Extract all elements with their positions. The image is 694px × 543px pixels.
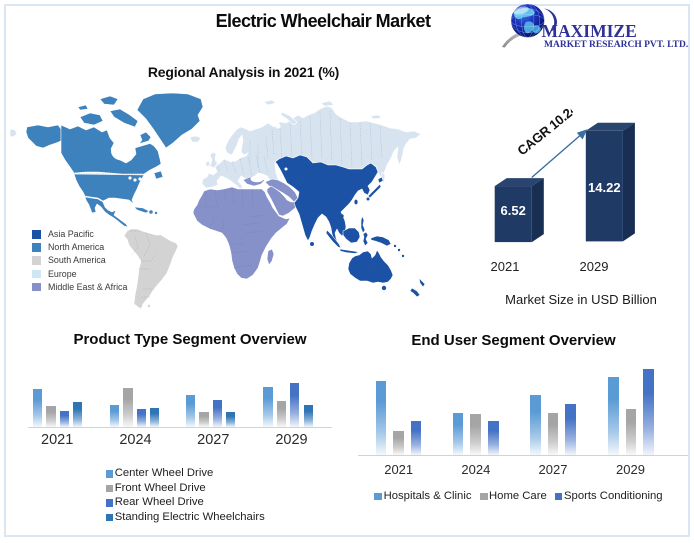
svg-text:CAGR 10.24%: CAGR 10.24%	[514, 94, 589, 159]
svg-text:MARKET RESEARCH PVT. LTD.: MARKET RESEARCH PVT. LTD.	[544, 40, 688, 50]
svg-text:6.52: 6.52	[501, 203, 526, 218]
svg-text:MAXIMIZE: MAXIMIZE	[542, 21, 637, 41]
svg-text:14.22: 14.22	[588, 180, 621, 195]
